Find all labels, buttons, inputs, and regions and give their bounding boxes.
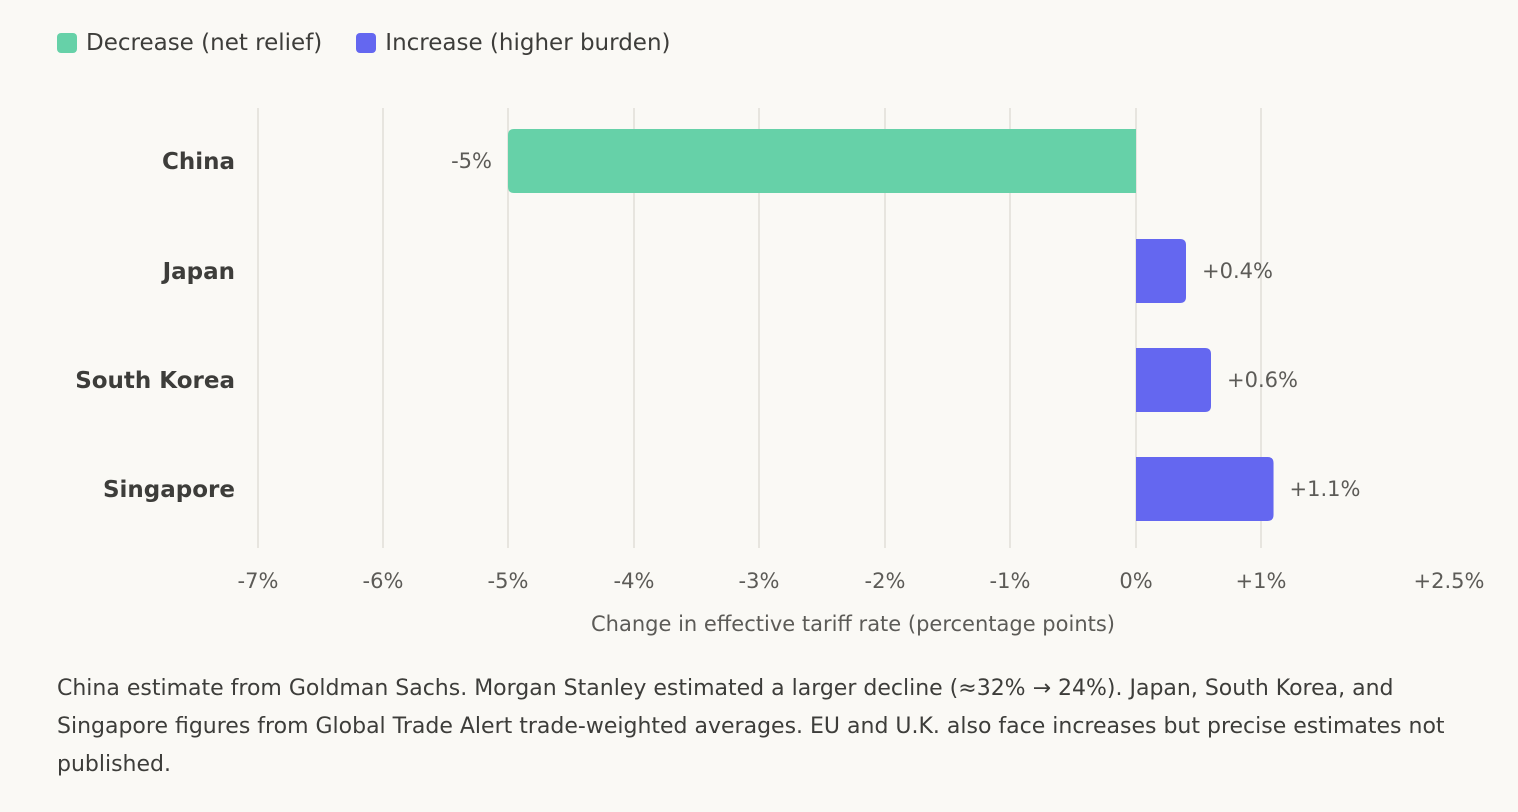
- bar-japan: [1136, 239, 1186, 303]
- x-axis-title: Change in effective tariff rate (percent…: [591, 612, 1115, 636]
- data-label: +1.1%: [1290, 477, 1361, 501]
- bar-chart: -7% -6% -5% -4% -3% -2% -1% 0% +1% +2.5% Change in…: [75, 108, 1485, 636]
- bar-china: [508, 129, 1136, 193]
- category-label: South Korea: [75, 368, 235, 394]
- bar-singapore: [1136, 457, 1274, 521]
- legend-item-increase: Increase (higher burden): [356, 30, 671, 56]
- legend-label-decrease: Decrease (net relief): [86, 30, 323, 56]
- data-label: -5%: [451, 149, 492, 173]
- legend-swatch-decrease: [57, 33, 77, 53]
- x-tick-label: -1%: [990, 569, 1031, 593]
- legend-swatch-increase: [356, 33, 377, 53]
- data-label: +0.6%: [1227, 368, 1298, 392]
- x-tick-label: 0%: [1119, 569, 1152, 593]
- category-label: Japan: [161, 259, 235, 285]
- x-tick-label: +2.5%: [1414, 569, 1485, 593]
- x-tick-label: -7%: [238, 569, 279, 593]
- legend-label-increase: Increase (higher burden): [385, 30, 671, 56]
- category-label: Singapore: [103, 477, 235, 503]
- chart-legend: Decrease (net relief) Increase (higher b…: [57, 30, 705, 56]
- x-tick-label: -5%: [488, 569, 529, 593]
- bar-south-korea: [1136, 348, 1211, 412]
- x-tick-label: +1%: [1236, 569, 1287, 593]
- data-label: +0.4%: [1202, 259, 1273, 283]
- x-tick-label: -3%: [739, 569, 780, 593]
- x-tick-label: -2%: [865, 569, 906, 593]
- x-tick-label: -6%: [363, 569, 404, 593]
- x-tick-label: -4%: [614, 569, 655, 593]
- legend-item-decrease: Decrease (net relief): [57, 30, 322, 56]
- category-label: China: [162, 149, 235, 175]
- chart-footnote: China estimate from Goldman Sachs. Morga…: [57, 676, 1445, 777]
